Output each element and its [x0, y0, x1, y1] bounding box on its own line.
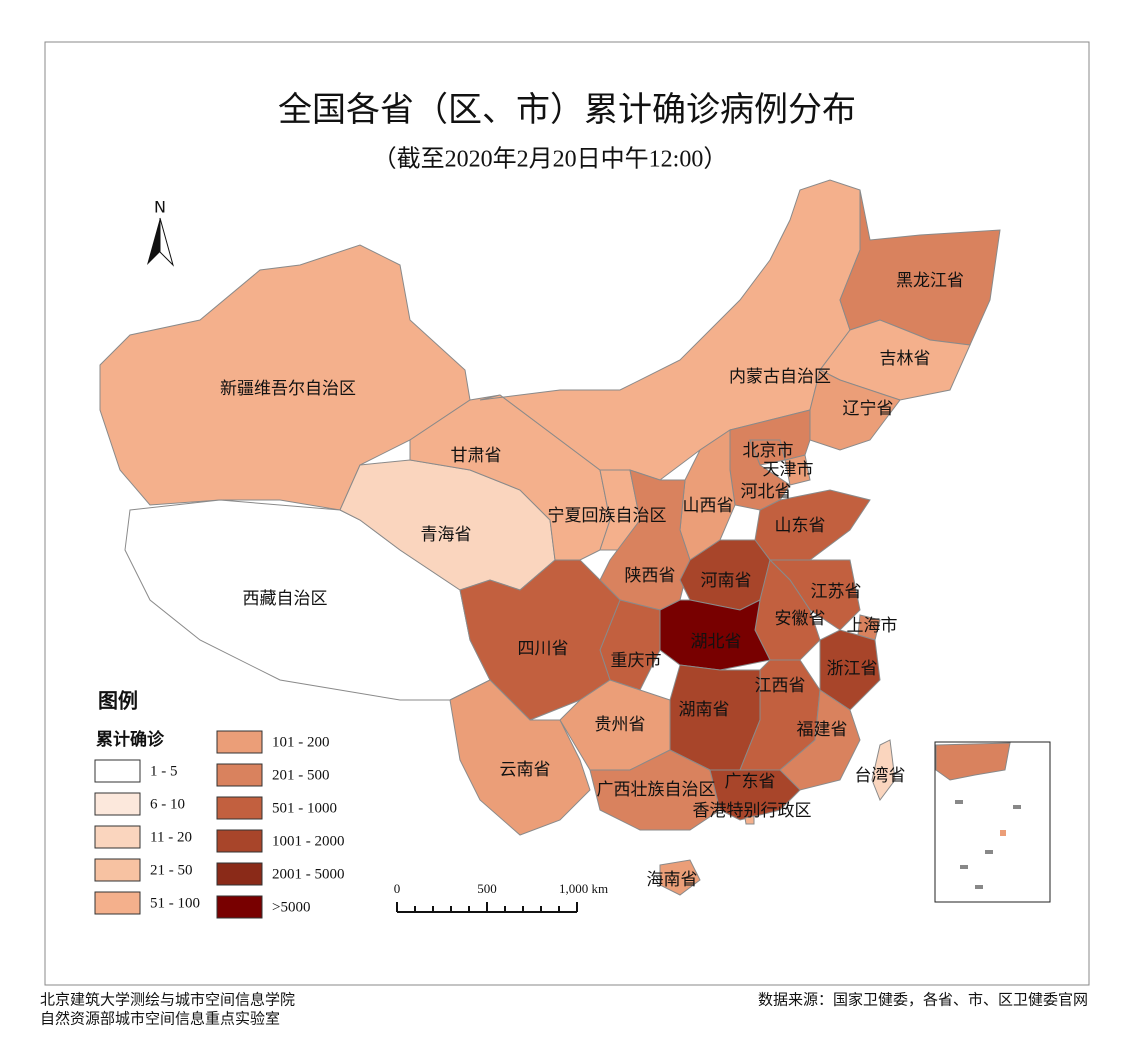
- north-label: N: [154, 198, 166, 217]
- legend-label: 201 - 500: [272, 767, 330, 783]
- region-label: 安徽省: [775, 609, 826, 628]
- legend-label: 1 - 5: [150, 763, 178, 779]
- legend-swatch: [216, 895, 263, 919]
- region-label: 西藏自治区: [243, 589, 328, 608]
- region-label: 河南省: [701, 571, 752, 590]
- legend-title: 图例: [98, 689, 138, 713]
- region-label: 云南省: [500, 760, 551, 779]
- region-label: 青海省: [421, 525, 472, 544]
- legend-swatch: [216, 829, 263, 853]
- legend-swatch: [216, 730, 263, 754]
- legend-label: 51 - 100: [150, 895, 200, 911]
- north-arrow: [159, 217, 174, 267]
- region-label: 浙江省: [827, 659, 878, 678]
- region: [449, 679, 591, 836]
- region-label: 广东省: [725, 772, 776, 791]
- region-label: 香港特别行政区: [693, 801, 812, 820]
- legend-label: 21 - 50: [150, 862, 193, 878]
- regions: [99, 179, 1001, 896]
- region-label: 山东省: [775, 516, 826, 535]
- legend-swatch: [94, 759, 141, 783]
- legend-label: 2001 - 5000: [272, 866, 345, 882]
- map-title: 全国各省（区、市）累计确诊病例分布: [278, 91, 856, 129]
- footer-left: 自然资源部城市空间信息重点实验室: [40, 1010, 280, 1027]
- region-label: 内蒙古自治区: [729, 367, 831, 386]
- footer-left: 北京建筑大学测绘与城市空间信息学院: [40, 990, 295, 1008]
- region-label: 江苏省: [811, 582, 862, 601]
- legend-label: 6 - 10: [150, 796, 185, 812]
- legend-swatch: [94, 858, 141, 882]
- legend-label: >5000: [272, 899, 310, 915]
- region-label: 台湾省: [855, 766, 906, 785]
- region-label: 广西壮族自治区: [597, 780, 716, 799]
- legend-swatch: [216, 763, 263, 787]
- map-frame: [44, 41, 1090, 986]
- inset-islands: [955, 800, 1021, 889]
- region-label: 四川省: [518, 639, 569, 658]
- region-label: 河北省: [741, 482, 792, 501]
- scale-bar: 0 500 1,000 km: [394, 881, 608, 913]
- inset-map: [935, 742, 1011, 781]
- region-label: 福建省: [797, 720, 848, 739]
- legend-swatch: [94, 792, 141, 816]
- legend-swatch: [216, 862, 263, 886]
- legend-subtitle: 累计确诊: [96, 729, 165, 749]
- region-label: 海南省: [647, 870, 698, 889]
- region-label: 上海市: [847, 616, 898, 635]
- region: [729, 409, 811, 511]
- legend-swatch: [216, 796, 263, 820]
- region: [659, 859, 701, 896]
- footer-right: 数据来源：国家卫健委，各省、市、区卫健委官网: [758, 991, 1088, 1008]
- region-label: 宁夏回族自治区: [548, 506, 667, 525]
- north-arrow: [147, 218, 160, 265]
- legend-label: 501 - 1000: [272, 800, 337, 816]
- scale-label: 1,000 km: [559, 881, 608, 896]
- region-label: 陕西省: [625, 566, 676, 585]
- region-label: 黑龙江省: [896, 271, 964, 290]
- region-label: 甘肃省: [451, 446, 502, 465]
- region-label: 重庆市: [611, 651, 662, 670]
- region-label: 吉林省: [880, 349, 931, 368]
- legend-label: 1001 - 2000: [272, 833, 345, 849]
- scale-label: 0: [394, 881, 401, 896]
- region-label: 新疆维吾尔自治区: [220, 379, 356, 398]
- region-label: 天津市: [763, 460, 814, 479]
- region-label: 辽宁省: [843, 399, 894, 418]
- legend-swatch: [94, 891, 141, 915]
- legend-swatch: [94, 825, 141, 849]
- scale-label: 500: [477, 881, 497, 896]
- region-label: 山西省: [683, 496, 734, 515]
- region-label: 贵州省: [595, 715, 646, 734]
- region: [709, 769, 801, 821]
- region-label: 江西省: [755, 676, 806, 695]
- region-label: 湖北省: [691, 632, 742, 651]
- legend-label: 101 - 200: [272, 734, 330, 750]
- legend: 1 - 5 6 - 10 11 - 20 21 - 50 51 - 100 101 - 2…: [94, 730, 345, 919]
- region: [839, 189, 1001, 346]
- region: [871, 739, 896, 802]
- region: [744, 815, 755, 825]
- region: [659, 599, 771, 671]
- legend-label: 11 - 20: [150, 829, 192, 845]
- map-subtitle: （截至2020年2月20日中午12:00）: [373, 146, 728, 173]
- region-label: 北京市: [743, 441, 794, 460]
- region-label: 湖南省: [679, 700, 730, 719]
